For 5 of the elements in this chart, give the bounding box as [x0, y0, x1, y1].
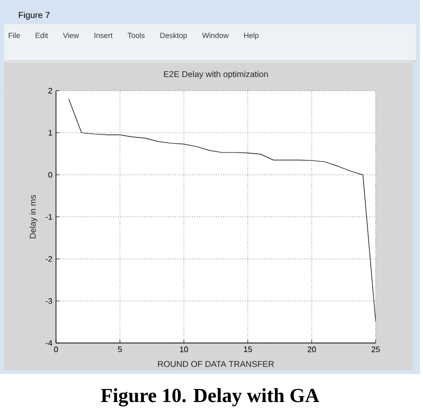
x-axis-title: ROUND OF DATA TRANSFER: [158, 361, 274, 367]
chart-title: E2E Delay with optimization: [164, 70, 268, 79]
caption: Figure 10. Delay with GA: [100, 388, 320, 406]
caption: Figure 7: [18, 12, 50, 20]
y-axis-title: Delay in ms: [30, 195, 38, 238]
